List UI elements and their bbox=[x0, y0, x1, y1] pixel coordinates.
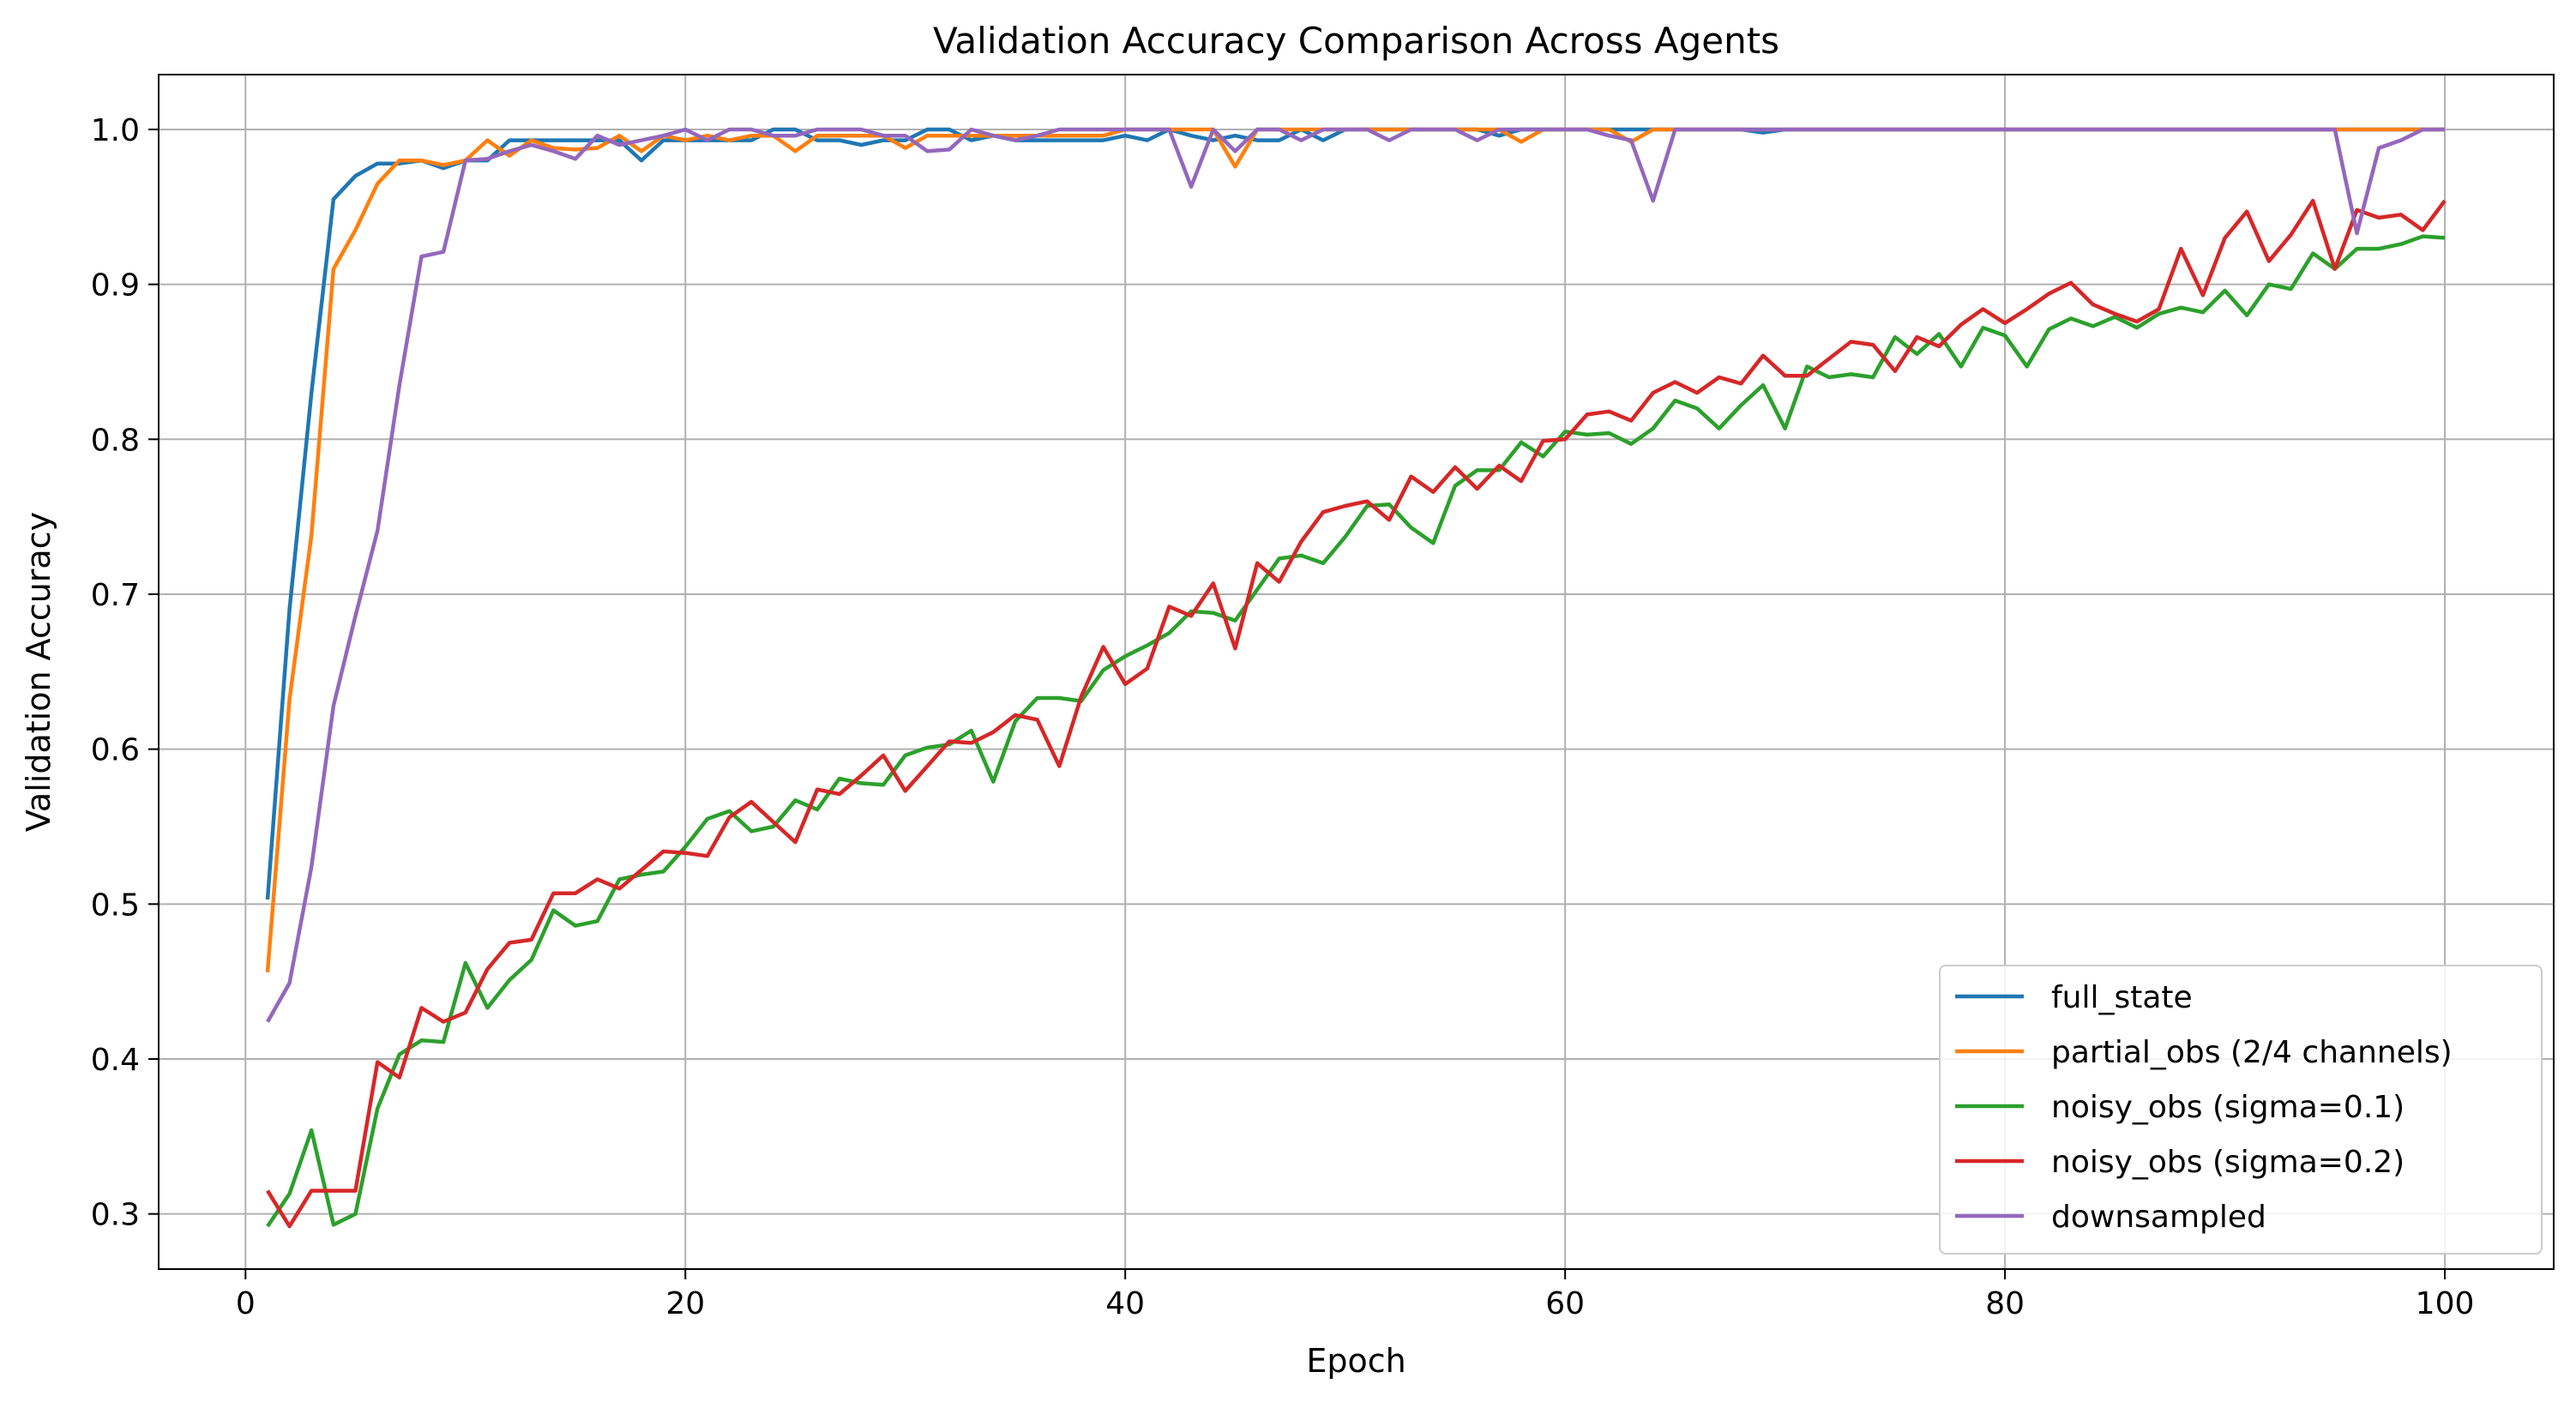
legend-item: noisy_obs (sigma=0.1) bbox=[1955, 1090, 2404, 1125]
x-tick-label: 100 bbox=[2416, 1286, 2475, 1321]
y-tick-label: 1.0 bbox=[91, 113, 140, 148]
x-tick-label: 60 bbox=[1545, 1286, 1585, 1321]
legend-item: downsampled bbox=[1955, 1200, 2266, 1235]
y-axis-label: Validation Accuracy bbox=[20, 512, 57, 832]
x-axis-label: Epoch bbox=[1306, 1342, 1405, 1380]
legend-label: noisy_obs (sigma=0.1) bbox=[2051, 1090, 2404, 1125]
y-tick-label: 0.7 bbox=[91, 578, 140, 613]
series-line-full-state bbox=[265, 127, 2445, 900]
legend-label: full_state bbox=[2051, 980, 2193, 1015]
legend-label: partial_obs (2/4 channels) bbox=[2051, 1035, 2453, 1070]
y-tick-label: 0.5 bbox=[91, 888, 140, 923]
legend: full_state partial_obs (2/4 channels) nois… bbox=[1939, 965, 2543, 1255]
series-line-noisy-obs-sigma-0-2 bbox=[266, 198, 2447, 1229]
y-tick-label: 0.9 bbox=[91, 268, 140, 304]
plot-frame bbox=[158, 74, 2555, 1270]
legend-box bbox=[1939, 965, 2543, 1255]
y-tick-label: 0.8 bbox=[91, 423, 140, 458]
x-tick-label: 0 bbox=[236, 1286, 256, 1321]
x-tick-label: 40 bbox=[1105, 1286, 1145, 1321]
y-tick-label: 0.4 bbox=[91, 1043, 140, 1078]
y-tick-label: 0.3 bbox=[91, 1198, 140, 1233]
x-tick-label: 20 bbox=[665, 1286, 705, 1321]
legend-item: full_state bbox=[1955, 980, 2193, 1015]
chart-title: Validation Accuracy Comparison Across Ag… bbox=[933, 20, 1779, 62]
legend-label: noisy_obs (sigma=0.2) bbox=[2051, 1145, 2404, 1180]
x-axis: 0 20 40 60 80 100 bbox=[236, 1269, 2475, 1321]
x-tick-label: 80 bbox=[1985, 1286, 2025, 1321]
series-lines bbox=[265, 127, 2447, 1229]
series-line-downsampled bbox=[266, 127, 2445, 1023]
y-tick-label: 0.6 bbox=[91, 733, 140, 768]
legend-label: downsampled bbox=[2051, 1200, 2266, 1235]
legend-item: partial_obs (2/4 channels) bbox=[1955, 1035, 2453, 1070]
series-line-partial-obs-2-4-channels bbox=[265, 127, 2445, 972]
legend-item: noisy_obs (sigma=0.2) bbox=[1955, 1145, 2404, 1180]
y-axis: 0.3 0.4 0.5 0.6 0.7 0.8 0.9 1.0 bbox=[91, 113, 159, 1233]
